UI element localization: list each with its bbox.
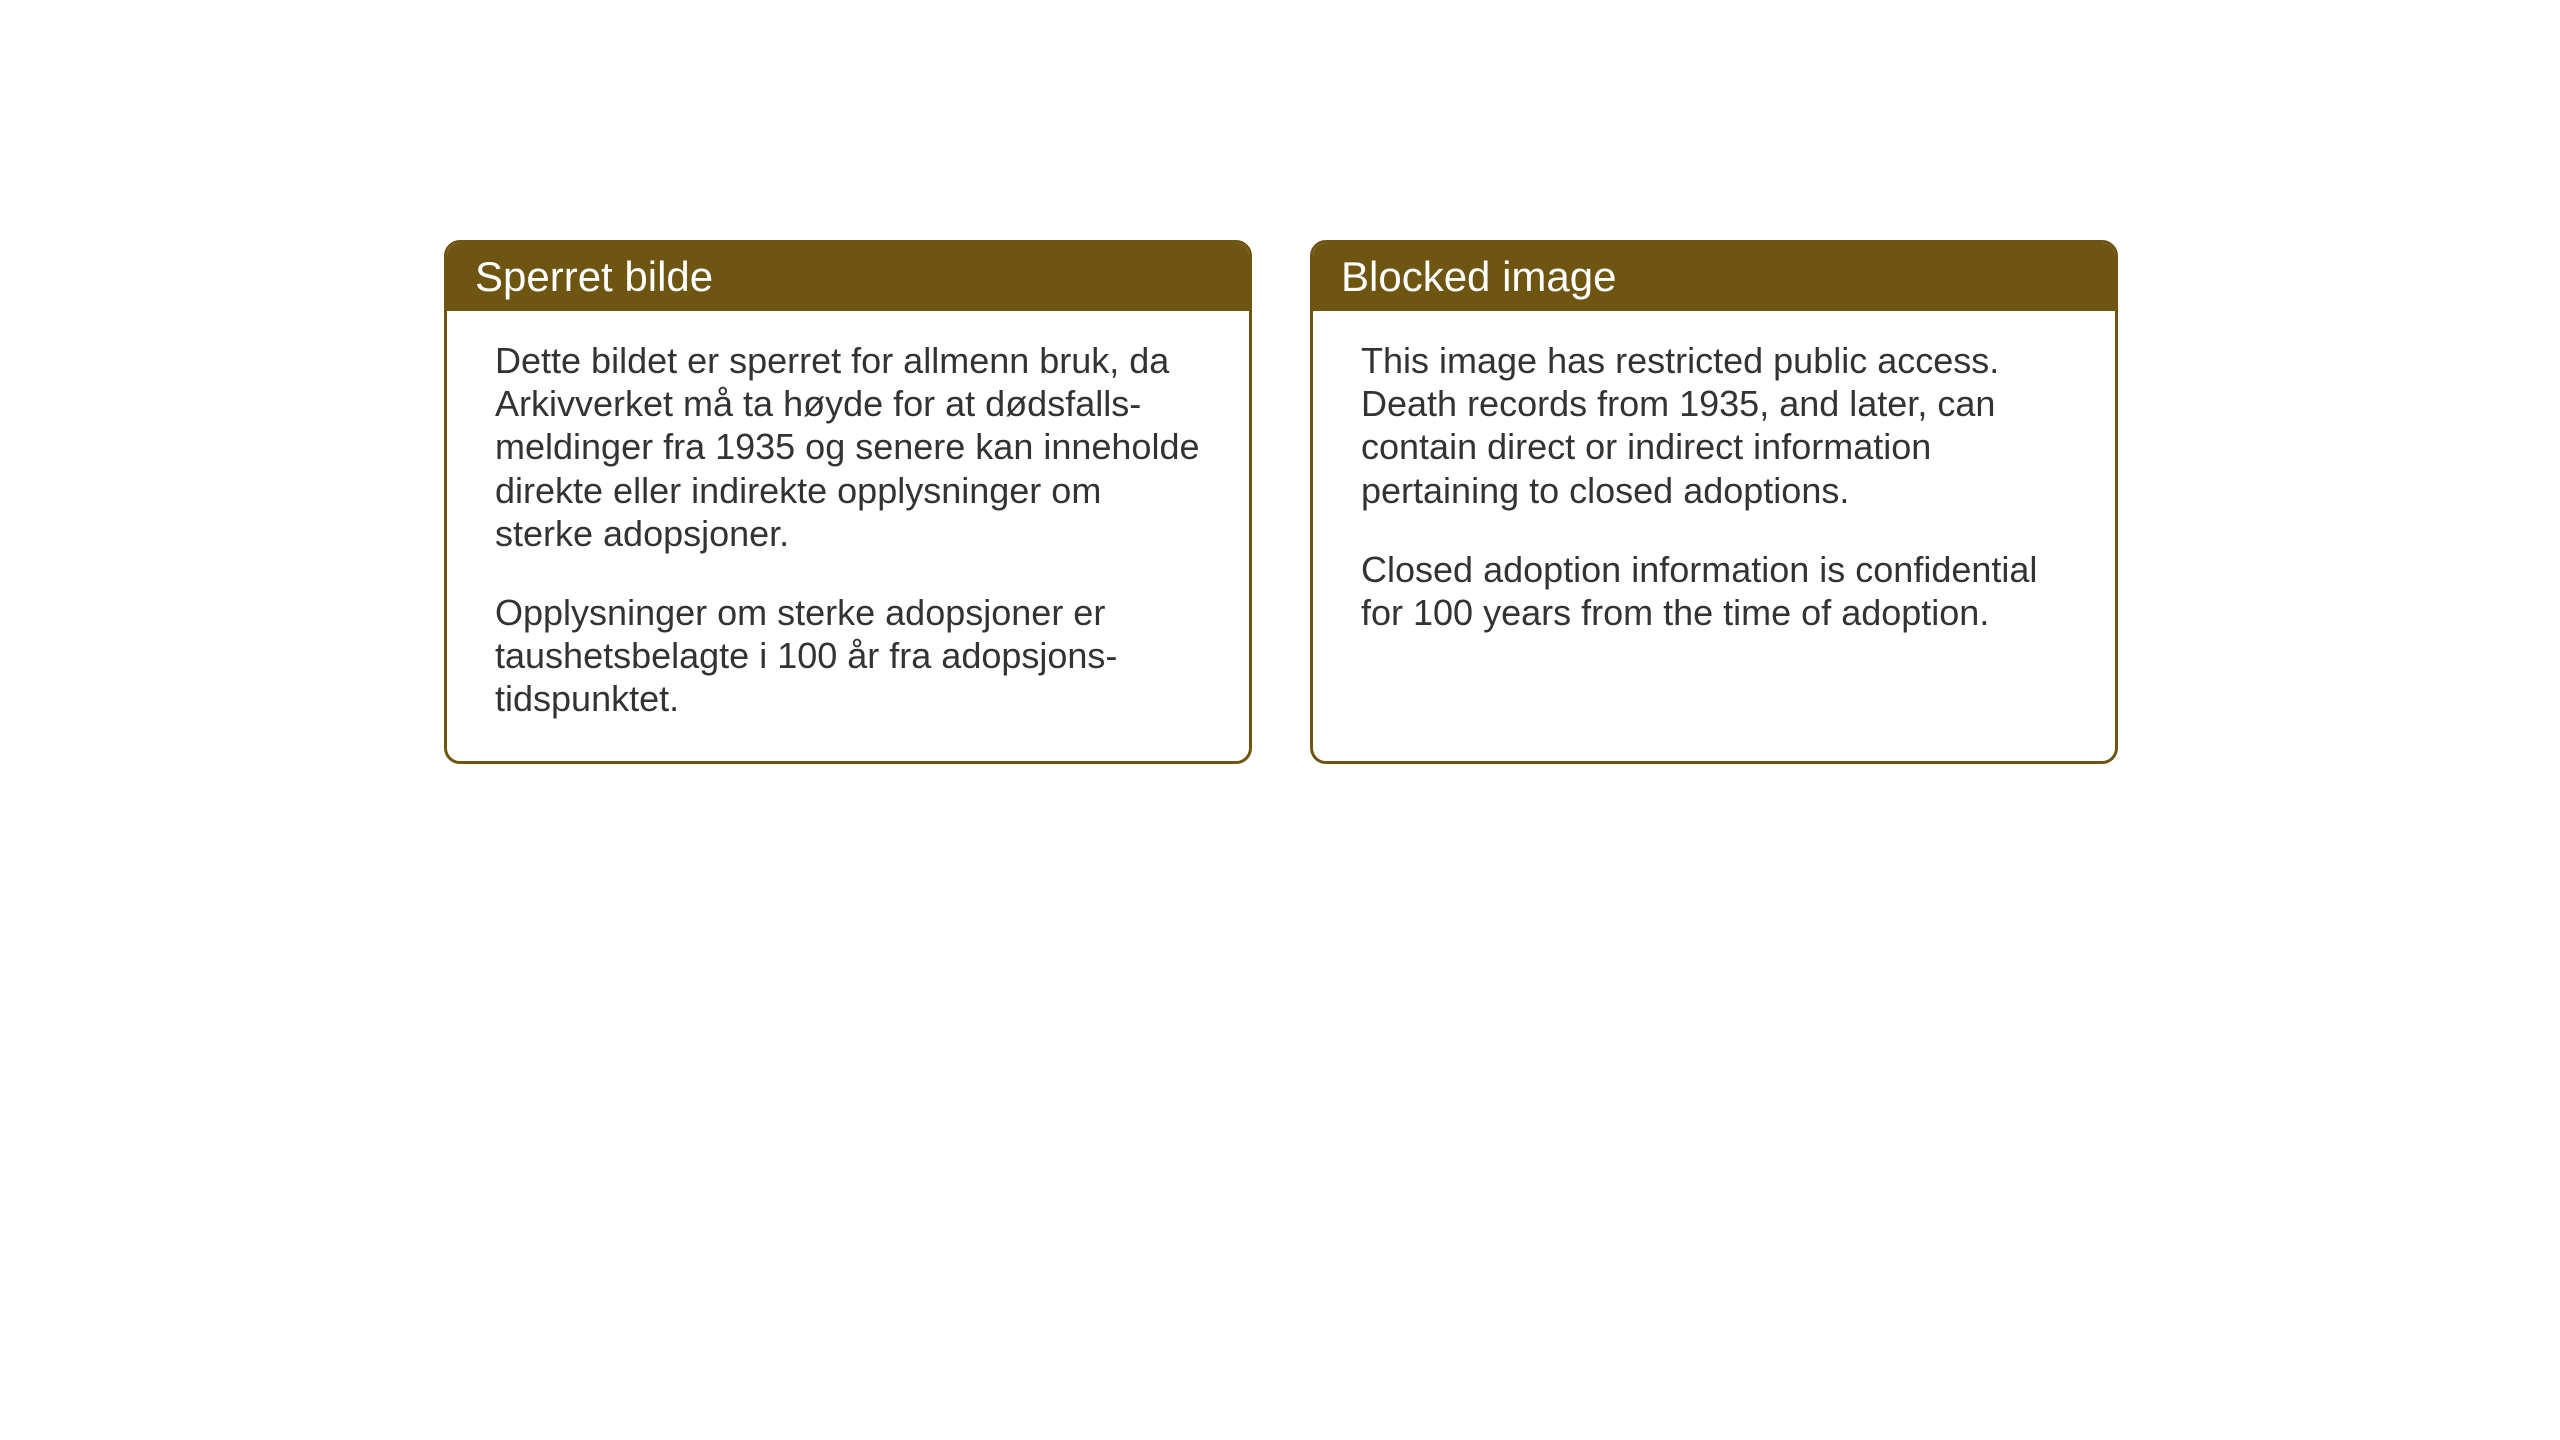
norwegian-card-body: Dette bildet er sperret for allmenn bruk… xyxy=(447,311,1249,761)
cards-container: Sperret bilde Dette bildet er sperret fo… xyxy=(444,240,2118,764)
norwegian-paragraph-2: Opplysninger om sterke adopsjoner er tau… xyxy=(495,591,1201,721)
english-card-body: This image has restricted public access.… xyxy=(1313,311,2115,749)
norwegian-card-header: Sperret bilde xyxy=(447,243,1249,311)
norwegian-paragraph-1: Dette bildet er sperret for allmenn bruk… xyxy=(495,339,1201,555)
norwegian-card: Sperret bilde Dette bildet er sperret fo… xyxy=(444,240,1252,764)
english-paragraph-2: Closed adoption information is confident… xyxy=(1361,548,2067,634)
english-card: Blocked image This image has restricted … xyxy=(1310,240,2118,764)
norwegian-card-title: Sperret bilde xyxy=(475,253,713,300)
english-paragraph-1: This image has restricted public access.… xyxy=(1361,339,2067,512)
english-card-header: Blocked image xyxy=(1313,243,2115,311)
english-card-title: Blocked image xyxy=(1341,253,1616,300)
